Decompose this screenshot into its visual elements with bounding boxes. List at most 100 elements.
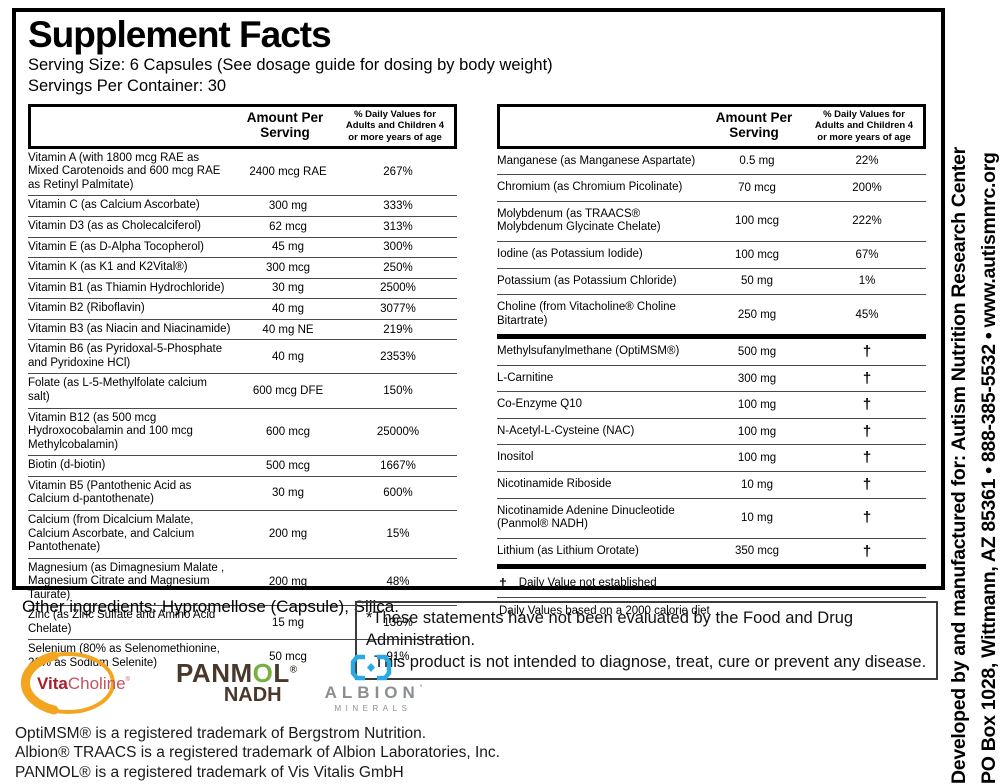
amount-value: 300 mcg bbox=[265, 261, 311, 274]
daily-value: 150% bbox=[383, 385, 413, 397]
table-row: Manganese (as Manganese Aspartate) 0.5 mg… bbox=[497, 149, 926, 176]
table-row: Nicotinamide Riboside 10 mg † bbox=[497, 472, 926, 499]
fda-disclaimer-line2: This product is not intended to diagnose… bbox=[374, 652, 927, 671]
daily-value-basis-note: Daily Values based on a 2000 calorie die… bbox=[499, 605, 710, 618]
panmol-text: L bbox=[273, 658, 290, 689]
amount-value: 600 mcg DFE bbox=[252, 385, 324, 397]
ingredient-name: Lithium (as Lithium Orotate) bbox=[497, 544, 639, 557]
daily-value: 313% bbox=[383, 220, 413, 233]
table-row: N-Acetyl-L-Cysteine (NAC) 100 mg † bbox=[497, 419, 926, 446]
daily-value: † bbox=[862, 449, 872, 467]
right-table-body: Manganese (as Manganese Aspartate) 0.5 mg… bbox=[497, 149, 926, 570]
amount-value: 300 mg bbox=[737, 372, 777, 385]
ingredient-name: Choline (from Vitacholine® Choline Bitar… bbox=[497, 301, 676, 327]
ingredient-name: Zinc (as Zinc Sulfate and Amino Acid Che… bbox=[28, 609, 216, 635]
daily-value: 2500% bbox=[380, 282, 416, 295]
amount-value: 40 mg bbox=[272, 350, 304, 363]
amount-value: 50 mg bbox=[741, 275, 773, 288]
table-row: Co-Enzyme Q10 100 mg † bbox=[497, 392, 926, 419]
daily-value: 48% bbox=[386, 575, 410, 588]
ingredient-name: Vitamin E (as D-Alpha Tocopherol) bbox=[28, 240, 204, 253]
daily-value: 219% bbox=[383, 323, 413, 336]
amount-value: 350 mcg bbox=[734, 545, 780, 558]
ingredient-name: Vitamin D3 (as as Cholecalciferol) bbox=[28, 219, 201, 232]
daily-value: 600% bbox=[383, 487, 413, 500]
amount-value: 250 mg bbox=[737, 308, 777, 321]
amount-value: 300 mg bbox=[268, 200, 308, 213]
servings-per-container-line: Servings Per Container: 30 bbox=[28, 76, 227, 95]
ingredient-name: Calcium (from Dicalcium Malate, Calcium … bbox=[28, 513, 195, 554]
fda-disclaimer-line1: *These statements have not been evaluate… bbox=[366, 609, 854, 649]
table-row: Vitamin D3 (as as Cholecalciferol) 62 mcg… bbox=[28, 217, 457, 238]
ingredient-name: Magnesium (as Dimagnesium Malate , Magne… bbox=[28, 561, 225, 601]
left-table: Amount Per Serving % Daily Values for Ad… bbox=[28, 103, 457, 674]
table-row: Folate (as L-5-Methylfolate calcium salt… bbox=[28, 374, 457, 409]
sidebar-manufacturer-line: Developed by and manufactured for: Autis… bbox=[948, 147, 971, 784]
daily-value-header: % Daily Values for Adults and Children 4… bbox=[345, 109, 445, 143]
ingredient-name: Vitamin B1 (as Thiamin Hydrochloride) bbox=[28, 281, 225, 294]
table-row: Nicotinamide Adenine Dinucleotide (Panmo… bbox=[497, 499, 926, 539]
daily-value: † bbox=[862, 343, 872, 361]
amount-value: 100 mcg bbox=[734, 248, 780, 261]
ingredient-name: Vitamin B6 (as Pyridoxal-5-Phosphate and… bbox=[28, 343, 223, 369]
table-row: Lithium (as Lithium Orotate) 350 mcg † bbox=[497, 539, 926, 570]
daily-value: 1% bbox=[858, 275, 876, 288]
table-row: Choline (from Vitacholine® Choline Bitar… bbox=[497, 295, 926, 340]
ingredient-name: Vitamin C (as Calcium Ascorbate) bbox=[28, 199, 200, 212]
amount-value: 2400 mcg RAE bbox=[249, 166, 327, 179]
albion-minerals-text: MINERALS bbox=[334, 703, 412, 713]
amount-value: 40 mg NE bbox=[262, 323, 314, 336]
table-row: Vitamin K (as K1 and K2Vital®) 300 mcg 250… bbox=[28, 258, 457, 279]
amount-value: 15 mg bbox=[272, 616, 304, 629]
daily-value: † bbox=[862, 422, 872, 440]
ingredient-name: Manganese (as Manganese Aspartate) bbox=[497, 154, 696, 167]
amount-value: 500 mg bbox=[737, 345, 777, 358]
other-ingredients-text: Other ingredients: Hypromellose (Capsule… bbox=[22, 597, 399, 616]
panmol-nadh-text: NADH bbox=[223, 683, 282, 706]
ingredient-name: Co-Enzyme Q10 bbox=[497, 398, 583, 411]
panmol-wordmark: PANMOL® bbox=[176, 658, 298, 689]
ingredient-name: Iodine (as Potassium Iodide) bbox=[497, 247, 643, 260]
amount-value: 10 mg bbox=[741, 478, 773, 491]
daily-value-header: % Daily Values for Adults and Children 4… bbox=[814, 109, 914, 143]
page-title: Supplement Facts bbox=[28, 14, 332, 55]
vitacholine-choline-text: Choline bbox=[68, 674, 126, 693]
albion-wordmark: ALBION’ bbox=[320, 683, 423, 703]
daily-value: 91% bbox=[386, 651, 410, 663]
albion-minerals-icon bbox=[350, 654, 392, 680]
amount-value: 500 mcg bbox=[265, 460, 311, 473]
amount-value: 10 mg bbox=[741, 512, 773, 525]
sidebar-contact-line: PO Box 1028, Wittmann, AZ 85361 • 888-38… bbox=[977, 152, 1000, 784]
daily-value: 45% bbox=[855, 308, 879, 321]
daily-value: 300% bbox=[383, 241, 413, 254]
ingredient-name: Chromium (as Chromium Picolinate) bbox=[497, 181, 683, 194]
panmol-text: PANM bbox=[176, 658, 253, 689]
amount-value: 50 mcg bbox=[269, 651, 307, 663]
table-row: Vitamin B5 (Pantothenic Acid as Calcium … bbox=[28, 477, 457, 511]
facts-tables: Amount Per Serving % Daily Values for Ad… bbox=[28, 103, 929, 674]
label-border-box: Supplement Facts Serving Size: 6 Capsule… bbox=[12, 8, 945, 669]
left-table-body: Vitamin A (with 1800 mcg RAE as Mixed Ca… bbox=[28, 149, 457, 674]
amount-value: 200 mg bbox=[268, 528, 308, 541]
amount-value: 600 mcg bbox=[265, 425, 311, 438]
fda-disclaimer-box: *These statements have not been evaluate… bbox=[355, 601, 938, 681]
amount-value: 100 mg bbox=[737, 452, 777, 465]
table-row: Vitamin C (as Calcium Ascorbate) 300 mg 33… bbox=[28, 196, 457, 217]
ingredient-name: Potassium (as Potassium Chloride) bbox=[497, 274, 677, 287]
ingredient-name: Vitamin K (as K1 and K2Vital®) bbox=[28, 261, 188, 274]
table-row: Vitamin B1 (as Thiamin Hydrochloride) 30 … bbox=[28, 279, 457, 300]
daily-value: 136% bbox=[383, 616, 413, 629]
daily-value: 22% bbox=[855, 155, 879, 168]
amount-value: 200 mg bbox=[268, 575, 308, 588]
vitacholine-reg-mark: ® bbox=[126, 676, 131, 683]
table-row: L-Carnitine 300 mg † bbox=[497, 366, 926, 393]
table-row: Vitamin B12 (as 500 mcg Hydroxocobalamin… bbox=[28, 409, 457, 457]
amount-value: 30 mg bbox=[272, 487, 304, 500]
table-row: Vitamin B6 (as Pyridoxal-5-Phosphate and… bbox=[28, 340, 457, 375]
svg-text:VitaCholine®: VitaCholine® bbox=[37, 674, 131, 693]
albion-reg-mark: ’ bbox=[419, 682, 423, 693]
serving-size-line: Serving Size: 6 Capsules (See dosage gui… bbox=[28, 56, 553, 75]
daily-value: 15% bbox=[386, 528, 410, 541]
ingredient-name: Molybdenum (as TRAACS® Molybdenum Glycin… bbox=[497, 207, 661, 234]
